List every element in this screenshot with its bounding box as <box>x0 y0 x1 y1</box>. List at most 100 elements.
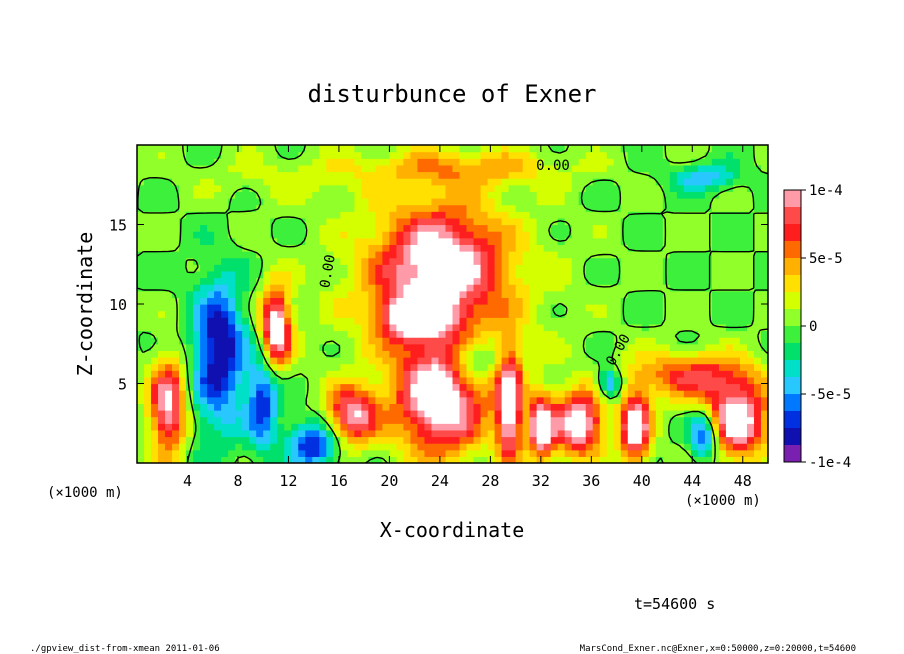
heatmap-cell <box>550 257 559 265</box>
heatmap-cell <box>522 410 531 418</box>
heatmap-cell <box>760 231 768 239</box>
heatmap-cell <box>662 317 671 325</box>
heatmap-cell <box>298 204 306 212</box>
heatmap-cell <box>676 416 685 424</box>
heatmap-cell <box>326 284 334 292</box>
heatmap-cell <box>662 290 671 298</box>
heatmap-cell <box>683 178 692 186</box>
heatmap-cell <box>193 357 201 365</box>
heatmap-cell <box>641 257 650 265</box>
heatmap-cell <box>431 244 440 252</box>
heatmap-cell <box>711 224 720 232</box>
heatmap-cell <box>137 403 145 411</box>
heatmap-cell <box>669 158 678 166</box>
heatmap-cell <box>368 443 376 451</box>
heatmap-cell <box>403 264 412 272</box>
heatmap-cell <box>172 178 180 186</box>
heatmap-cell <box>235 231 243 239</box>
heatmap-cell <box>669 304 678 312</box>
heatmap-cell <box>438 257 447 265</box>
heatmap-cell <box>172 198 180 206</box>
heatmap-cell <box>256 403 264 411</box>
heatmap-cell <box>473 443 482 451</box>
heatmap-cell <box>249 217 257 226</box>
heatmap-cell <box>326 310 334 318</box>
heatmap-cell <box>592 337 601 345</box>
heatmap-cell <box>256 350 264 358</box>
heatmap-cell <box>291 277 299 285</box>
heatmap-cell <box>256 323 264 332</box>
heatmap-cell <box>424 376 433 385</box>
heatmap-cell <box>452 317 461 325</box>
heatmap-cell <box>431 217 440 226</box>
heatmap-cell <box>424 363 433 371</box>
heatmap-cell <box>522 184 531 192</box>
heatmap-cell <box>389 449 398 457</box>
heatmap-cell <box>158 145 166 153</box>
heatmap-cell <box>368 376 376 385</box>
heatmap-cell <box>676 211 685 219</box>
heatmap-cell <box>186 443 194 451</box>
heatmap-cell <box>543 423 552 431</box>
heatmap-cell <box>417 277 426 285</box>
heatmap-cell <box>410 376 419 385</box>
heatmap-cell <box>137 350 145 358</box>
heatmap-cell <box>746 158 755 166</box>
heatmap-cell <box>578 184 587 192</box>
heatmap-cell <box>207 257 215 265</box>
heatmap-cell <box>382 363 390 371</box>
heatmap-cell <box>333 423 341 431</box>
heatmap-cell <box>578 443 587 451</box>
heatmap-cell <box>403 198 412 206</box>
heatmap-cell <box>347 178 355 186</box>
heatmap-cell <box>410 184 419 192</box>
heatmap-cell <box>158 396 166 404</box>
heatmap-cell <box>375 164 383 173</box>
heatmap-cell <box>179 290 187 298</box>
heatmap-cell <box>662 211 671 219</box>
heatmap-cell <box>690 158 699 166</box>
heatmap-cell <box>186 237 194 245</box>
heatmap-cell <box>347 416 355 424</box>
heatmap-cell <box>550 370 559 378</box>
heatmap-cell <box>417 449 426 457</box>
heatmap-cell <box>340 370 348 378</box>
heatmap-cell <box>137 257 145 265</box>
heatmap-cell <box>249 376 257 385</box>
heatmap-cell <box>480 403 489 411</box>
heatmap-cell <box>424 244 433 252</box>
heatmap-cell <box>669 237 678 245</box>
heatmap-cell <box>655 350 664 358</box>
heatmap-cell <box>389 304 398 312</box>
heatmap-cell <box>179 257 187 265</box>
heatmap-cell <box>543 304 552 312</box>
heatmap-cell <box>340 363 348 371</box>
heatmap-cell <box>662 429 671 438</box>
heatmap-cell <box>494 423 503 431</box>
heatmap-cell <box>550 456 559 463</box>
heatmap-cell <box>683 217 692 226</box>
heatmap-cell <box>725 284 734 292</box>
heatmap-cell <box>256 151 264 159</box>
heatmap-cell <box>333 396 341 404</box>
heatmap-cell <box>634 376 643 385</box>
heatmap-cell <box>214 317 222 325</box>
heatmap-cell <box>207 178 215 186</box>
heatmap-cell <box>746 217 755 226</box>
heatmap-cell <box>739 330 748 338</box>
heatmap-cell <box>270 383 278 391</box>
heatmap-cell <box>620 145 629 153</box>
heatmap-cell <box>403 184 412 192</box>
heatmap-cell <box>760 151 768 159</box>
heatmap-cell <box>326 178 334 186</box>
heatmap-cell <box>543 204 552 212</box>
heatmap-cell <box>529 257 538 265</box>
heatmap-cell <box>340 145 348 153</box>
heatmap-cell <box>634 244 643 252</box>
heatmap-cell <box>235 357 243 365</box>
heatmap-cell <box>515 211 524 219</box>
heatmap-cell <box>165 416 173 424</box>
heatmap-cell <box>235 350 243 358</box>
heatmap-cell <box>249 284 257 292</box>
heatmap-cell <box>340 257 348 265</box>
